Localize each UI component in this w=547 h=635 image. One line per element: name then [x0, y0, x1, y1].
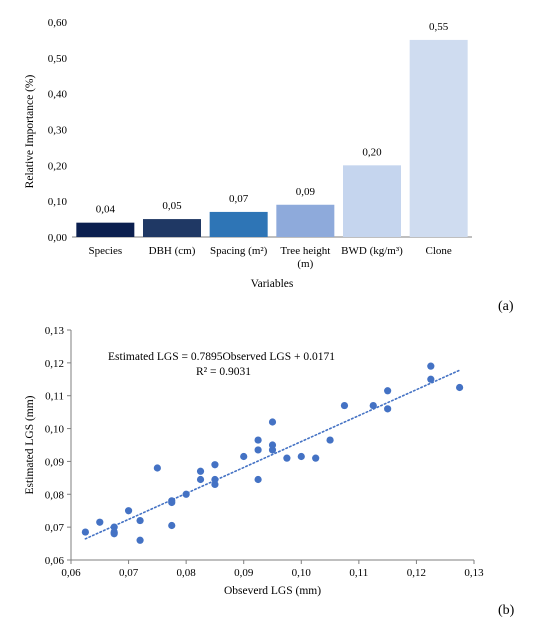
y-tick-label: 0,12	[45, 358, 64, 370]
y-tick-label: 0,30	[48, 125, 68, 137]
x-tick-label: BWD (kg/m³)	[341, 245, 403, 257]
data-point	[384, 387, 392, 395]
y-tick-label: 0,06	[45, 555, 65, 567]
data-label: 0,07	[229, 193, 249, 205]
data-point	[268, 446, 277, 454]
x-tick-label: DBH (cm)	[149, 245, 196, 257]
data-label: 0,55	[429, 21, 449, 33]
x-tick-label: 0,10	[292, 567, 312, 579]
data-point	[153, 464, 161, 472]
bar	[343, 165, 401, 237]
bar	[276, 204, 335, 237]
data-point	[168, 521, 176, 530]
x-tick-label: 0,06	[61, 567, 81, 579]
data-point	[96, 518, 104, 526]
x-tick-label: Species	[89, 245, 123, 257]
data-label: 0,20	[362, 146, 382, 158]
data-label: 0,05	[162, 200, 182, 212]
y-tick-label: 0,11	[45, 391, 64, 403]
x-tick-label: 0,09	[234, 567, 254, 579]
data-point	[136, 536, 144, 544]
bar	[143, 219, 201, 237]
scatter-chart: 0,06 0,07 0,08 0,09 0,10 0,11 0,12 0,13 0,06 0,07…	[24, 325, 484, 597]
data-point	[456, 383, 464, 392]
data-point	[196, 475, 205, 484]
bar	[209, 211, 268, 237]
data-point	[254, 475, 262, 484]
y-tick-label: 0,10	[48, 196, 68, 208]
data-point	[297, 452, 305, 461]
trendline	[84, 369, 461, 540]
r-squared: R² = 0.9031	[196, 366, 251, 378]
data-point	[136, 516, 144, 525]
bar	[76, 222, 135, 237]
data-point	[369, 401, 377, 410]
data-point	[254, 436, 262, 444]
data-point	[340, 401, 349, 410]
x-tick-label: (m)	[297, 258, 313, 270]
data-label: 0,09	[296, 186, 316, 198]
data-point	[384, 405, 392, 413]
data-point	[268, 441, 277, 449]
y-tick-label: 0,07	[45, 522, 65, 534]
y-tick-label: 0,20	[48, 160, 68, 172]
regression-equation: Estimated LGS = 0.7895Observed LGS + 0.0…	[108, 351, 335, 363]
data-point	[427, 375, 435, 383]
data-point	[326, 436, 334, 444]
data-point	[124, 507, 133, 515]
y-tick-label: 0,60	[48, 17, 68, 29]
data-point	[182, 490, 190, 498]
data-point	[211, 475, 219, 484]
y-tick-label: 0,50	[48, 53, 68, 65]
x-axis-title: Variables	[251, 278, 294, 290]
x-tick-label: 0,12	[407, 567, 426, 579]
x-tick-label: Clone	[426, 245, 452, 257]
data-point	[312, 454, 320, 462]
panel-label-b: (b)	[498, 603, 515, 618]
bar	[409, 39, 468, 237]
panel-label-a: (a)	[498, 299, 514, 314]
data-point	[283, 454, 291, 462]
data-point	[81, 528, 89, 536]
x-tick-label: 0,11	[349, 567, 368, 579]
y-axis-title: Estimated LGS (mm)	[24, 395, 36, 494]
x-tick-label: Spacing (m²)	[210, 245, 268, 257]
data-point	[268, 418, 277, 426]
x-tick-label: Tree height	[280, 245, 330, 257]
y-tick-label: 0,13	[45, 325, 65, 337]
data-point	[211, 461, 219, 469]
data-label: 0,04	[96, 204, 116, 216]
data-point	[254, 446, 262, 454]
y-tick-label: 0,00	[48, 232, 68, 244]
data-point	[168, 497, 176, 505]
x-tick-label: 0,07	[119, 567, 139, 579]
data-point	[196, 467, 205, 475]
data-point	[427, 362, 435, 370]
x-axis-title: Obseverd LGS (mm)	[224, 585, 321, 597]
data-point	[110, 523, 118, 531]
data-point	[110, 530, 118, 538]
x-tick-label: 0,08	[177, 567, 197, 579]
y-tick-label: 0,40	[48, 89, 68, 101]
bar-chart: 0,00 0,10 0,20 0,30 0,40 0,50 0,60 Relative Imp…	[24, 17, 472, 290]
y-axis-title: Relative Importance (%)	[24, 74, 36, 188]
y-tick-label: 0,10	[45, 424, 65, 436]
y-tick-label: 0,09	[45, 456, 65, 468]
x-tick-label: 0,13	[464, 567, 484, 579]
data-point	[211, 480, 219, 489]
data-point	[240, 452, 248, 461]
y-tick-label: 0,08	[45, 489, 65, 501]
